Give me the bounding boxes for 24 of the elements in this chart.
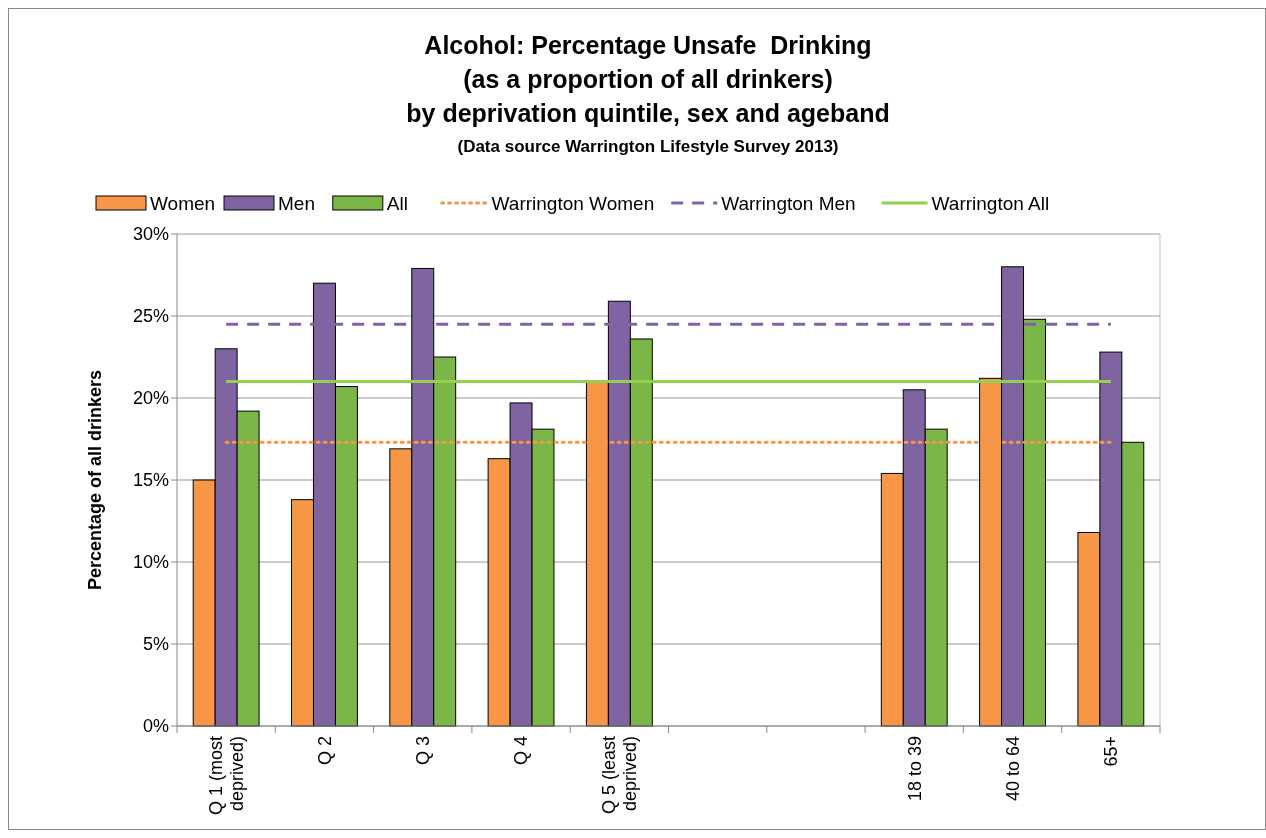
y-tick-label: 25% — [132, 306, 169, 327]
x-tick-label: Q 4 — [511, 736, 532, 766]
chart-title: Alcohol: Percentage Unsafe Drinking (as a proportion of all drinkers) by deprivation quintile, sex and ageband — [406, 31, 890, 127]
y-axis-title: Percentage of all drinkers — [85, 369, 105, 591]
y-tick-label: 30% — [132, 224, 169, 245]
legend-label: All — [386, 193, 408, 214]
legend-label: Warrington Women — [491, 193, 655, 214]
chart-subtitle: (Data source Warrington Lifestyle Survey 2013) — [457, 137, 839, 156]
y-tick-label: 15% — [132, 470, 169, 491]
y-tick-label: 10% — [132, 552, 169, 573]
legend-label: Men — [278, 193, 315, 214]
x-tick-label: Q 1 (most deprived) — [205, 736, 247, 816]
x-tick-label: Q 5 (least deprived) — [599, 736, 641, 815]
x-tick-label: Q 3 — [413, 736, 434, 766]
x-tick-label: 18 to 39 — [904, 736, 925, 802]
y-tick-label: 20% — [132, 388, 169, 409]
y-tick-label: 0% — [142, 716, 169, 737]
x-tick-label: Q 2 — [314, 736, 335, 766]
legend-label: Warrington Men — [721, 193, 856, 214]
y-tick-label: 5% — [142, 634, 169, 655]
legend-label: Women — [150, 193, 216, 214]
legend-label: Warrington All — [931, 193, 1050, 214]
x-tick-label: 65+ — [1101, 736, 1122, 767]
x-tick-label: 40 to 64 — [1002, 736, 1023, 802]
